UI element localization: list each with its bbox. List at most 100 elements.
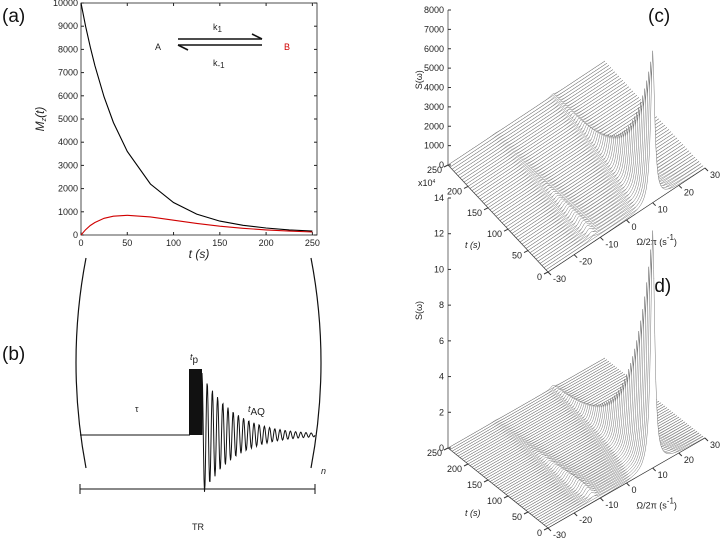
label-part: Ω/2π (s: [636, 237, 667, 247]
y-tick-label: 1000: [58, 207, 78, 217]
spectrum-trace: [449, 62, 608, 168]
y-tick-label: 5000: [58, 114, 78, 124]
spectrum-trace: [457, 71, 616, 176]
spectrum-trace: [539, 88, 698, 264]
label-part: x10: [418, 178, 433, 188]
spectrum-trace: [451, 361, 610, 452]
acquisition-label: tAQ: [248, 404, 265, 418]
spectrum-trace: [487, 103, 646, 208]
spectrum-trace: [477, 92, 636, 198]
z-scale-label: x104: [418, 178, 436, 188]
t-axis: [447, 447, 549, 529]
omega-tick: [652, 202, 657, 207]
label-part: -1: [667, 497, 675, 506]
spectrum-trace: [469, 375, 628, 466]
t-axis-label: t (s): [465, 240, 481, 250]
spectrum-trace: [541, 282, 700, 524]
spectrum-trace: [535, 101, 694, 260]
t-axis-label: t (s): [465, 508, 481, 518]
repeat-label: n: [321, 466, 326, 476]
panel-label: (c): [648, 6, 670, 27]
spectrum-trace: [463, 370, 622, 461]
y-axis-label: Mz(t): [33, 107, 48, 132]
series-line: [80, 2, 313, 232]
omega-tick: [573, 254, 578, 259]
spectrum-trace: [449, 359, 608, 450]
omega-tick-label: 20: [684, 455, 694, 465]
t-tick: [503, 228, 509, 232]
spectrum-trace: [479, 383, 638, 474]
omega-tick: [626, 219, 630, 224]
omega-axis-label: Ω/2π (s-1): [636, 497, 677, 511]
spectrum-trace: [543, 266, 702, 526]
spectrum-trace: [529, 116, 688, 254]
z-tick-label: 6: [439, 336, 444, 346]
period-bar: [79, 484, 316, 494]
omega-tick-label: 0: [632, 485, 637, 495]
z-tick-label: 8000: [424, 5, 444, 15]
spectrum-trace: [525, 123, 684, 249]
spectrum-trace: [453, 362, 612, 453]
z-tick-label: 5000: [424, 63, 444, 73]
t-tick-label: 100: [487, 229, 502, 239]
spectrum-trace: [481, 96, 640, 202]
spectrum-trace: [527, 356, 686, 513]
spectrum-trace: [447, 357, 606, 449]
delay-label: τ: [135, 404, 139, 414]
label-part: ): [674, 237, 677, 247]
spectrum-trace: [543, 71, 702, 269]
omega-tick: [626, 482, 630, 487]
z-tick-label: 2000: [424, 121, 444, 131]
fid-signal: [201, 372, 316, 492]
omega-tick-label: -30: [553, 274, 566, 284]
z-tick-label: 14: [434, 193, 444, 203]
t-tick-label: 200: [447, 464, 462, 474]
y-tick-label: 8000: [58, 44, 78, 54]
x-tick-label: 100: [166, 238, 181, 248]
omega-tick-label: -20: [579, 515, 592, 525]
t-tick-label: 50: [512, 251, 522, 261]
spectrum-trace: [453, 66, 612, 172]
spectrum-trace: [475, 90, 634, 196]
spectrum-trace: [531, 340, 690, 516]
t-tick: [483, 479, 489, 483]
spectrum-trace: [471, 86, 630, 192]
label-part: 4: [433, 179, 436, 185]
t-axis: [447, 164, 549, 273]
spectrum-trace: [473, 378, 632, 469]
y-tick-label: 10000: [53, 0, 78, 8]
x-axis-label: t (s): [189, 247, 210, 261]
t-tick: [463, 463, 469, 467]
z-tick-label: 1000: [424, 141, 444, 151]
spectrum-trace: [523, 125, 682, 247]
spectrum-trace: [467, 82, 626, 187]
z-tick-label: 4000: [424, 83, 444, 93]
omega-tick-label: 0: [632, 222, 637, 232]
omega-tick: [599, 497, 604, 502]
spectrum-trace: [485, 101, 644, 207]
omega-tick-label: 10: [658, 470, 668, 480]
rate-constant: k1: [213, 22, 223, 34]
omega-tick-label: 10: [658, 205, 668, 215]
species-a: A: [155, 42, 161, 52]
z-tick-label: 12: [434, 229, 444, 239]
spectrum-trace: [533, 331, 692, 518]
t-tick-label: 0: [537, 272, 542, 282]
spectrum-trace: [451, 64, 610, 170]
spectrum-trace: [537, 309, 696, 521]
y-tick-label: 7000: [58, 68, 78, 78]
spectrum-trace: [463, 77, 622, 183]
spectrum-trace: [459, 367, 618, 458]
y-tick-label: 3000: [58, 160, 78, 170]
t-tick: [503, 495, 509, 499]
spectrum-trace: [475, 380, 634, 471]
spectrum-trace: [527, 119, 686, 252]
spectrum-trace: [531, 112, 690, 256]
t-tick-label: 250: [427, 448, 442, 458]
rate-constant: k-1: [213, 58, 225, 70]
x-tick-label: 0: [78, 238, 83, 248]
panel-label: (b): [2, 344, 25, 365]
z-axis-label: S(ω): [414, 301, 424, 320]
spectrum-trace: [457, 365, 616, 457]
